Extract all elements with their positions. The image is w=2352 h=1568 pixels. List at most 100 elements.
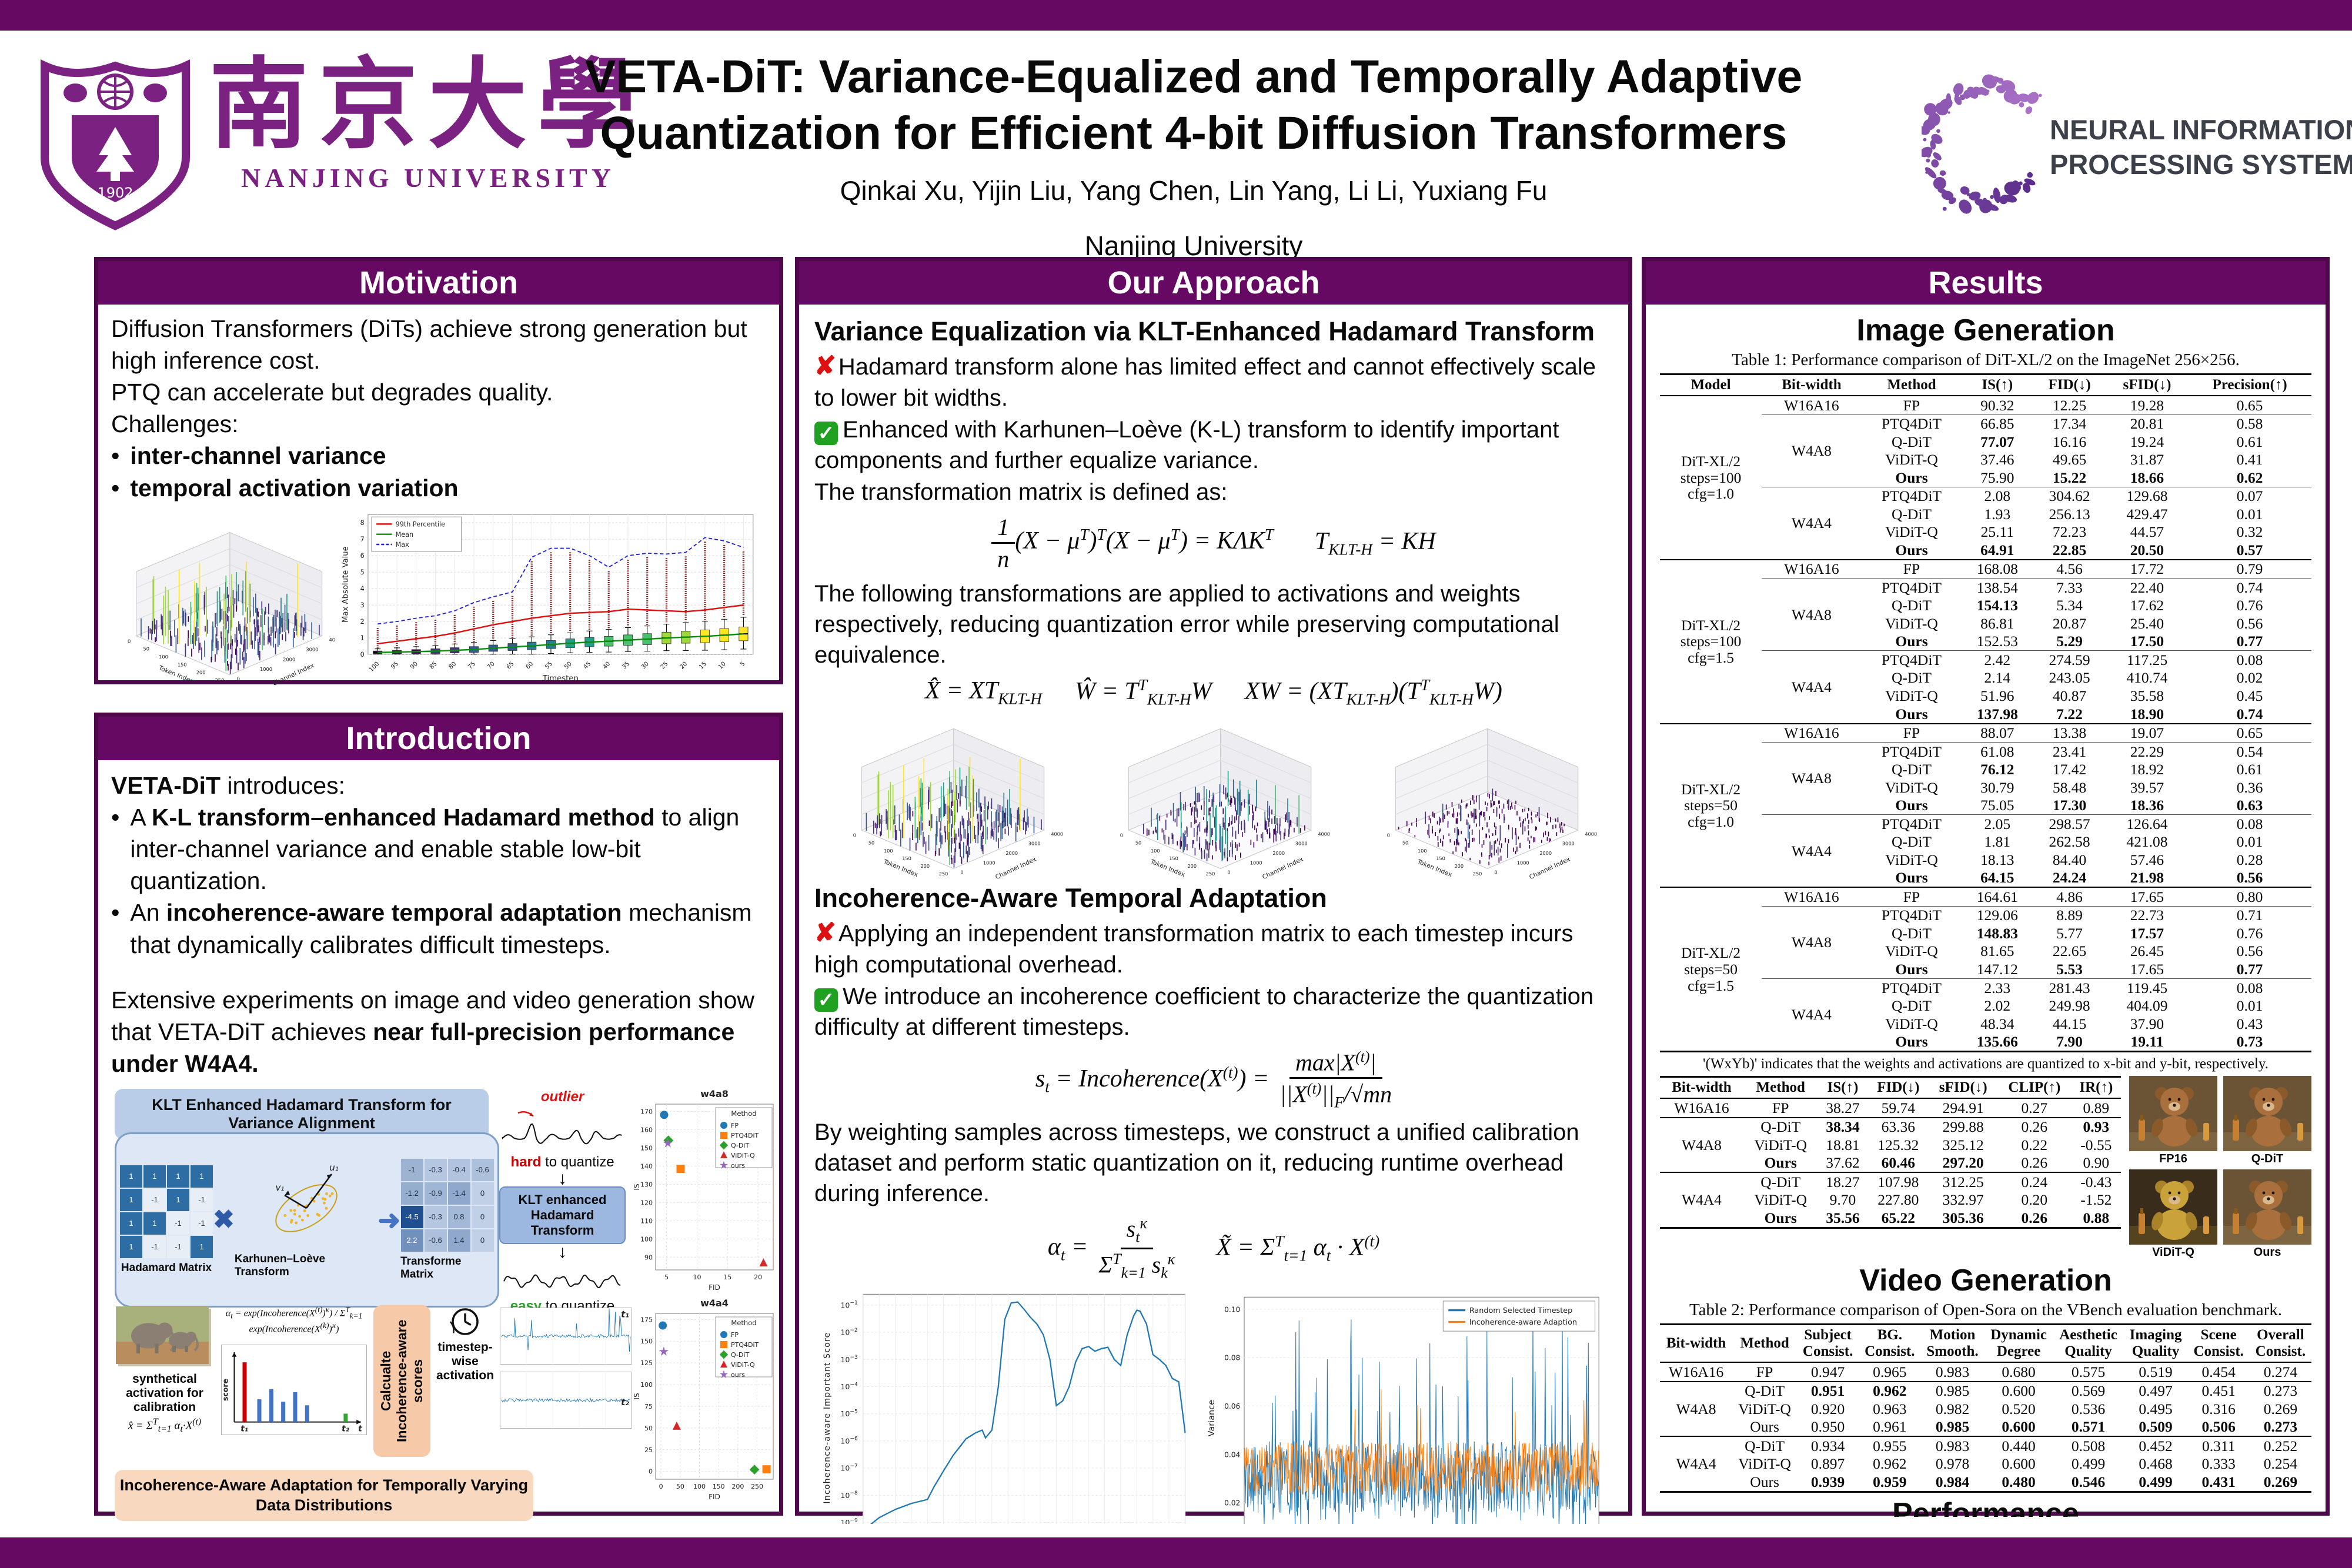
table-row: Ours 0.939 0.959 0.984 0.480 0.546 0.499 0.431 0… xyxy=(1750,1473,2298,1490)
svg-text:u₁: u₁ xyxy=(329,1162,339,1173)
svg-text:Token Index: Token Index xyxy=(882,858,919,878)
sample-image-fp16: FP16 xyxy=(2129,1076,2217,1166)
table-row: Ours 64.91 22.85 20.50 0.57 xyxy=(1895,541,2263,559)
table-row: W16A16 FP 0.947 0.965 0.983 0.680 0.575 0.519 0.… xyxy=(1660,1362,2311,1382)
nju-chinese-name: 南京大學 xyxy=(209,51,647,161)
svg-text:6: 6 xyxy=(360,552,365,560)
svg-text:0: 0 xyxy=(853,832,856,838)
svg-text:Method: Method xyxy=(731,1319,756,1327)
matrix-panel: 1 1 1 1 1 -1 1 -1 1 1 -1 -1 1 -1 -1 1 Hadamard Matrix ✖… xyxy=(115,1132,499,1308)
col-header: Method xyxy=(1743,1076,1818,1099)
svg-text:10−8: 10−8 xyxy=(840,1490,858,1500)
svg-text:FP: FP xyxy=(731,1122,739,1129)
motivation-header: Motivation xyxy=(98,261,779,305)
neurips-swirl-icon xyxy=(1918,74,2042,214)
table-row: W4A8 PTQ4DiT 138.54 7.33 22.40 0.74 xyxy=(1660,578,2311,651)
svg-text:Max Absolute Value: Max Absolute Value xyxy=(341,546,350,623)
section-motivation: Motivation Diffusion Transformers (DiTs)… xyxy=(94,257,783,686)
svg-text:0: 0 xyxy=(1227,869,1230,875)
svg-text:25: 25 xyxy=(660,660,670,670)
sample-image-ours: Ours xyxy=(2223,1169,2311,1259)
alpha-formula: αt = exp(Incoherence(X(t))κ) / ΣTk=1 exp… xyxy=(225,1305,363,1334)
svg-text:85: 85 xyxy=(429,660,439,670)
svg-text:v₁: v₁ xyxy=(275,1182,284,1193)
svg-text:Q-DiT: Q-DiT xyxy=(731,1142,749,1149)
w4a4-scatter-chart: w4a4 0 50 100 150 200 250 0 25 50 75 100 125 150 175 Me… xyxy=(633,1298,774,1501)
cross-icon: ✘ xyxy=(814,352,836,380)
svg-text:1000: 1000 xyxy=(983,860,995,865)
imagenet-results-table: Model Bit-width Method IS(↑) FID(↓) sFID(↓) Pr… xyxy=(1660,373,2311,1053)
diagram-klt-header: KLT Enhanced Hadamard Transform for Vari… xyxy=(115,1088,489,1139)
svg-text:t₂: t₂ xyxy=(621,1397,629,1407)
svg-text:1000: 1000 xyxy=(1517,860,1529,865)
svg-text:FID: FID xyxy=(709,1283,720,1292)
table-row: W4A8 PTQ4DiT 61.08 23.41 22.29 0.54 xyxy=(1660,742,2311,815)
table-row: ViDiT-Q 0.920 0.963 0.982 0.520 0.536 0.495 0.3… xyxy=(1738,1400,2298,1417)
col-header: FID(↓) xyxy=(2033,374,2106,396)
sample-label: ViDiT-Q xyxy=(2152,1246,2194,1259)
performance-title: Performance xyxy=(1892,1496,2079,1517)
svg-text:0.10: 0.10 xyxy=(1224,1305,1240,1313)
table-row: W4A8 Q-DiT 0.951 0.962 0.985 0.600 0.569 0.497 0… xyxy=(1660,1380,2311,1437)
svg-text:150: 150 xyxy=(178,661,187,667)
w4a8-scatter-chart: w4a8 5 10 15 20 90 100 110 120 130 140 150 160 170 Met… xyxy=(633,1089,774,1292)
sample-label: Q-DiT xyxy=(2251,1152,2284,1166)
col-header: Method xyxy=(1732,1324,1798,1363)
table-row: Ours 35.56 65.22 305.36 0.26 0.88 xyxy=(1764,1209,2110,1226)
table-row: W4A4 PTQ4DiT 2.05 298.57 126.64 0.08 xyxy=(1660,814,2311,888)
svg-text:1000: 1000 xyxy=(1250,860,1262,865)
hadamard-matrix: 1 1 1 1 1 -1 1 -1 1 1 -1 -1 1 -1 -1 1 xyxy=(120,1165,213,1258)
table-row: W4A4 Q-DiT 18.27 107.98 312.25 0.24 -0.43 xyxy=(1660,1172,2121,1228)
svg-text:ours: ours xyxy=(731,1162,745,1169)
svg-text:4000: 4000 xyxy=(329,637,335,643)
quantize-flow: outlier hard to quantize ↓ KLT enhanced … xyxy=(499,1089,626,1315)
table-footnote: '(WxYb)' indicates that the weights and … xyxy=(1703,1056,2269,1072)
mini-formula: x̂ = ΣTt=1 αt·X(t) xyxy=(128,1417,202,1435)
svg-text:150: 150 xyxy=(1436,855,1445,861)
svg-text:35: 35 xyxy=(621,660,631,670)
table-row: DiT-XL/2 steps=50 cfg=1.5 W16A16 FP 164.61 4.8… xyxy=(1660,887,2311,1052)
col-header: Model xyxy=(1660,374,1762,396)
svg-text:4: 4 xyxy=(360,585,365,593)
svg-text:Channel Index: Channel Index xyxy=(1528,855,1571,879)
svg-text:75: 75 xyxy=(644,1403,653,1410)
svg-text:150: 150 xyxy=(640,1338,653,1345)
col-header: BG. Consist. xyxy=(1859,1324,1921,1363)
table-row: Ours 135.66 7.90 19.11 0.73 xyxy=(1895,1033,2263,1051)
sample-image-vidit-q: ViDiT-Q xyxy=(2129,1169,2217,1259)
activation-3d-hadamard: 0 50 100 150 200 250 0 1000 2000 3000 4000 Token In… xyxy=(1120,728,1330,880)
svg-text:50: 50 xyxy=(143,646,150,651)
easy-wave-icon xyxy=(503,1274,620,1289)
arrow-right-icon: ➜ xyxy=(377,1204,400,1235)
svg-text:250: 250 xyxy=(751,1483,763,1490)
col-header: Aesthetic Quality xyxy=(2053,1324,2124,1363)
col-header: Bit-width xyxy=(1660,1076,1743,1099)
qualitative-samples: FP16 Q-DiT ViDiT-Q Ours xyxy=(2129,1076,2311,1259)
col-header: IR(↑) xyxy=(2071,1076,2121,1099)
svg-text:10: 10 xyxy=(717,660,727,670)
svg-text:60: 60 xyxy=(524,660,534,670)
svg-text:2000: 2000 xyxy=(1539,850,1552,856)
svg-text:100: 100 xyxy=(640,1235,653,1243)
table-row: Ours 0.950 0.961 0.985 0.600 0.571 0.509 0.506 0… xyxy=(1750,1418,2298,1436)
svg-text:Max: Max xyxy=(396,541,409,549)
incoherence-score-pill: Calcualte Incoherence-aware scores xyxy=(373,1305,430,1457)
table-row: Ours 75.90 15.22 18.66 0.62 xyxy=(1895,469,2263,486)
table-row: ViDiT-Q 48.34 44.15 37.90 0.43 xyxy=(1885,1015,2263,1032)
table-row: Q-DiT 154.13 5.34 17.62 0.76 xyxy=(1892,597,2263,614)
col-header: Imaging Quality xyxy=(2123,1324,2188,1363)
table-row: Ours 37.62 60.46 297.20 0.26 0.90 xyxy=(1764,1154,2110,1172)
svg-text:65: 65 xyxy=(506,660,516,670)
arrow-down-icon: ↓ xyxy=(558,1242,567,1262)
svg-text:200: 200 xyxy=(1187,863,1197,869)
table-row: W4A8 Q-DiT 38.34 63.36 299.88 0.26 0.93 xyxy=(1660,1116,2121,1173)
table-row: ViDiT-Q 0.897 0.962 0.978 0.600 0.499 0.468 0.3… xyxy=(1738,1455,2298,1473)
section-approach: Our Approach Variance Equalization via K… xyxy=(795,257,1632,1524)
solution-item: ✓ Enhanced with Karhunen–Loève (K-L) tran… xyxy=(814,417,1559,474)
svg-text:Channel Index: Channel Index xyxy=(271,661,315,686)
svg-text:10: 10 xyxy=(693,1273,701,1281)
svg-text:2: 2 xyxy=(360,618,365,626)
svg-text:1: 1 xyxy=(360,634,365,642)
